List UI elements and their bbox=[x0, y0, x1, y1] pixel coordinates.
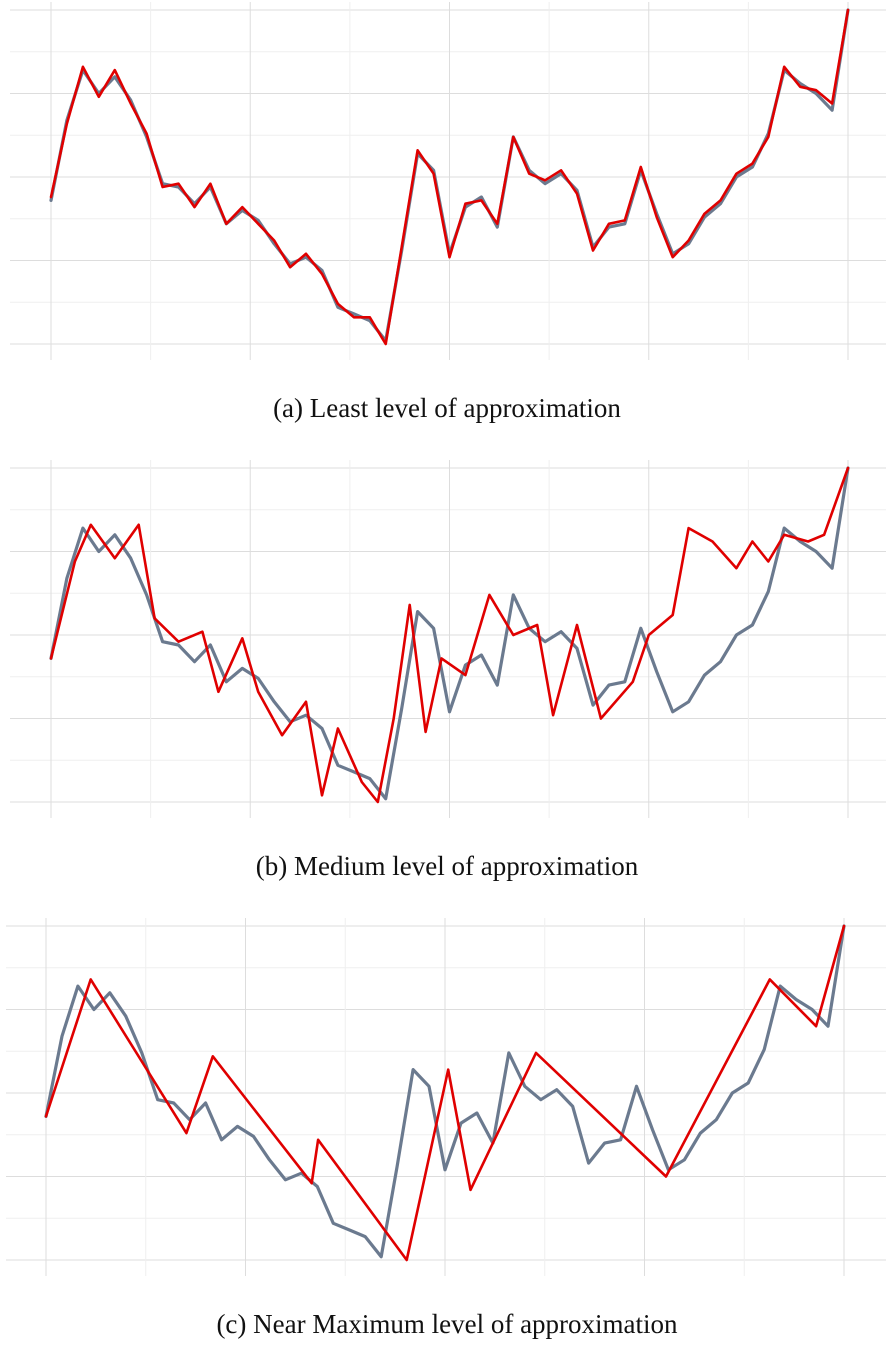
chart-c bbox=[6, 918, 886, 1276]
series-line-approximation bbox=[49, 466, 850, 804]
chart-panel-c: (c) Near Maximum level of approximation bbox=[0, 916, 894, 1350]
series-line-original bbox=[49, 466, 850, 801]
series-line-approximation bbox=[44, 924, 846, 1262]
chart-b bbox=[10, 460, 886, 818]
chart-panel-a: (a) Least level of approximation bbox=[0, 0, 894, 440]
series-line-original bbox=[44, 924, 846, 1259]
chart-caption-a: (a) Least level of approximation bbox=[273, 393, 621, 423]
chart-caption-c: (c) Near Maximum level of approximation bbox=[216, 1309, 678, 1339]
chart-a bbox=[10, 2, 886, 360]
chart-caption-b: (b) Medium level of approximation bbox=[255, 851, 639, 881]
chart-panel-b: (b) Medium level of approximation bbox=[0, 458, 894, 898]
series-line-approximation bbox=[49, 8, 850, 346]
